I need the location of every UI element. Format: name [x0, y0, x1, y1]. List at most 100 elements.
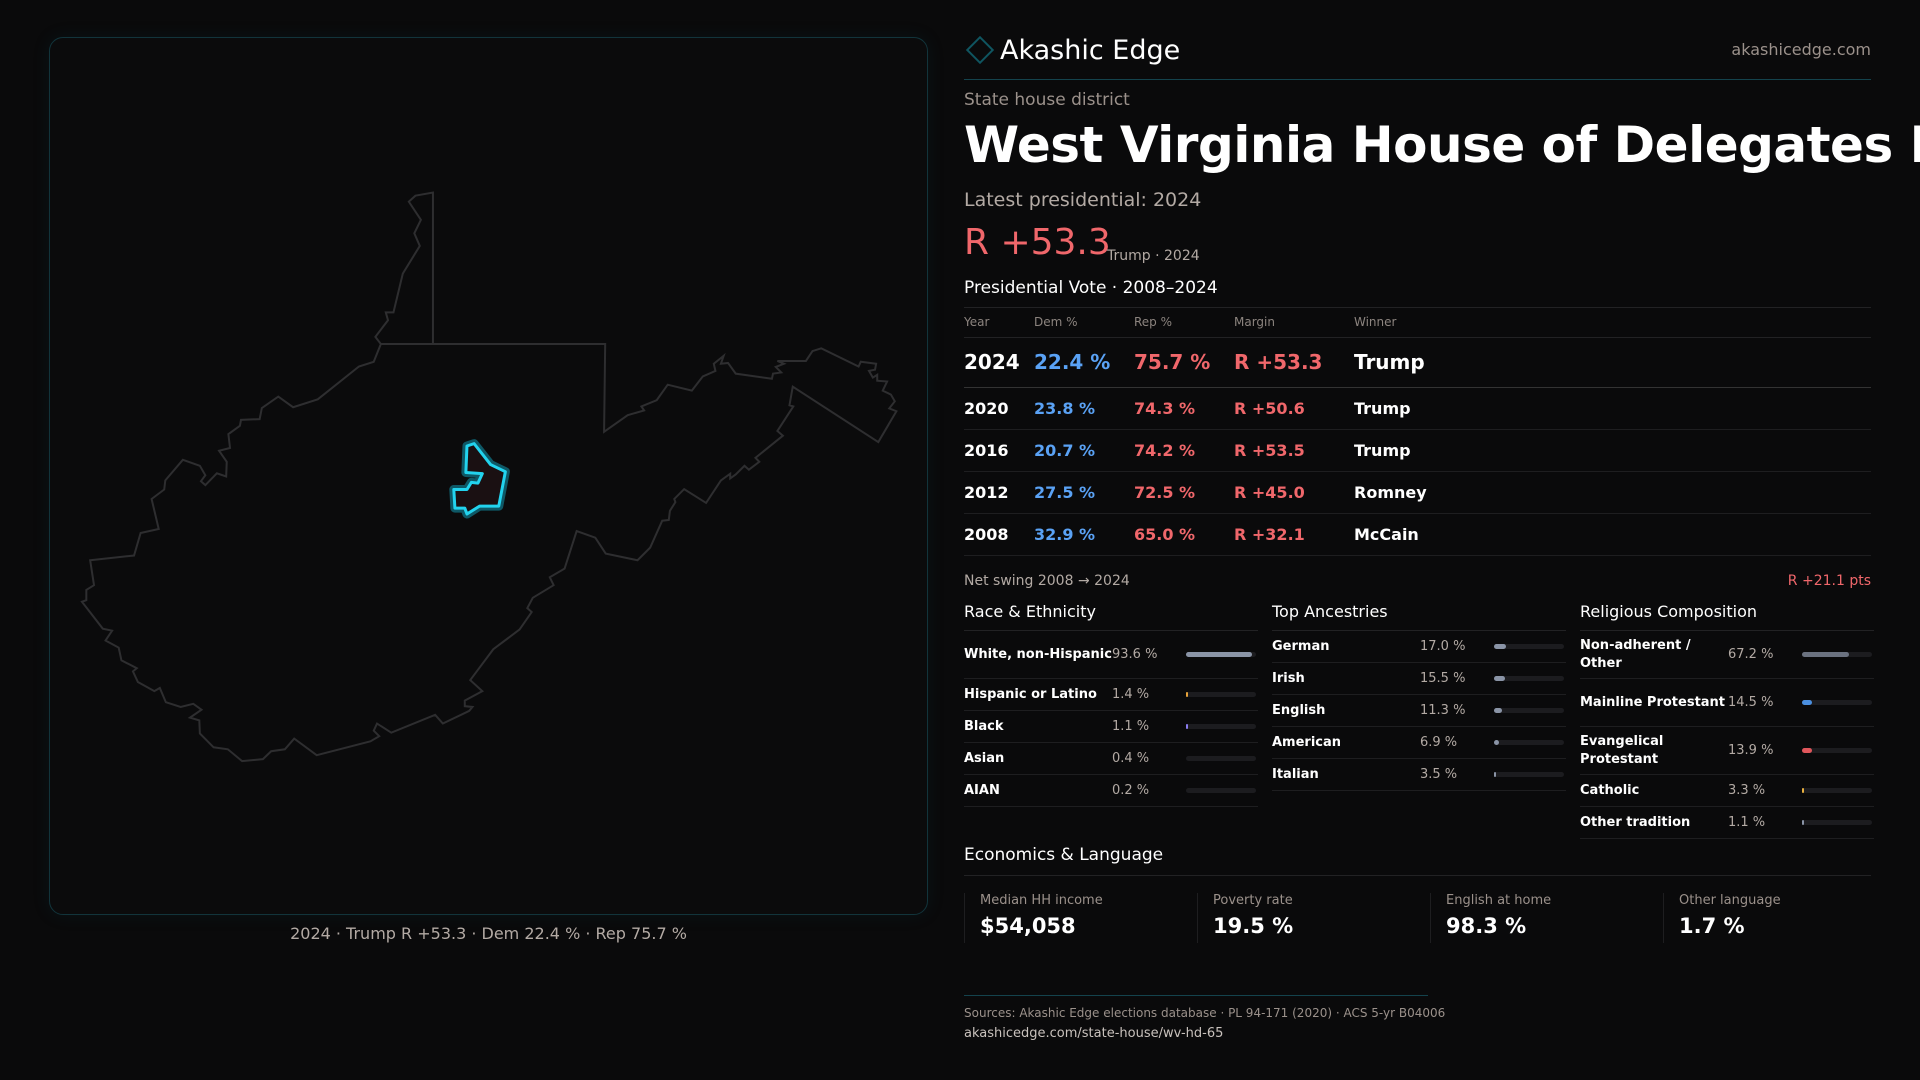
- table-row: 2024 22.4 % 75.7 % R +53.3 Trump: [964, 337, 1871, 388]
- stat-card: Median HH income $54,058: [964, 893, 1196, 943]
- dem-cell: 32.9 %: [1034, 513, 1134, 556]
- latest-margin-sub: Trump · 2024: [1107, 248, 1200, 264]
- item-label: Evangelical Protestant: [1580, 733, 1664, 767]
- stat-label: Poverty rate: [1213, 893, 1293, 908]
- rep-cell: 74.3 %: [1134, 387, 1234, 430]
- stat-label: Median HH income: [980, 893, 1103, 908]
- religion-heading: Religious Composition: [1580, 602, 1874, 631]
- margin-cell: R +50.6: [1234, 387, 1354, 430]
- item-percent: 1.1 %: [1112, 719, 1150, 734]
- race-section: Race & Ethnicity White, non-Hispanic 93.6 …: [964, 602, 1258, 807]
- bar-track: [1802, 652, 1872, 657]
- bar-track: [1186, 652, 1256, 657]
- year-cell: 2016: [964, 429, 1034, 472]
- divider: [964, 875, 1871, 876]
- stat-card: English at home 98.3 %: [1430, 893, 1662, 943]
- rep-cell: 74.2 %: [1134, 429, 1234, 472]
- margin-cell: R +53.5: [1234, 429, 1354, 472]
- rep-cell: 72.5 %: [1134, 471, 1234, 514]
- bar-track: [1186, 788, 1256, 793]
- list-item: German 17.0 %: [1272, 631, 1566, 663]
- rep-cell: 65.0 %: [1134, 513, 1234, 556]
- item-label: German: [1272, 638, 1330, 654]
- presidential-vote-heading: Presidential Vote · 2008–2024: [964, 278, 1218, 298]
- bar-fill: [1802, 652, 1850, 657]
- page-url-link[interactable]: akashicedge.com/state-house/wv-hd-65: [964, 1026, 1224, 1041]
- list-item: Other tradition 1.1 %: [1580, 807, 1874, 839]
- bar-track: [1802, 820, 1872, 825]
- bar-track: [1186, 724, 1256, 729]
- item-percent: 93.6 %: [1112, 647, 1158, 662]
- list-item: Black 1.1 %: [964, 711, 1258, 743]
- winner-cell: Trump: [1354, 429, 1871, 472]
- stat-value: 1.7 %: [1679, 914, 1745, 938]
- item-percent: 3.5 %: [1420, 767, 1458, 782]
- item-percent: 11.3 %: [1420, 703, 1466, 718]
- bar-fill: [1186, 724, 1188, 729]
- year-cell: 2012: [964, 471, 1034, 514]
- bar-fill: [1802, 748, 1812, 753]
- net-swing-value: R +21.1 pts: [1787, 573, 1871, 589]
- item-label: Irish: [1272, 670, 1305, 686]
- list-item: White, non-Hispanic 93.6 %: [964, 631, 1258, 679]
- stat-label: English at home: [1446, 893, 1552, 908]
- bar-track: [1186, 756, 1256, 761]
- item-percent: 14.5 %: [1728, 695, 1774, 710]
- bar-fill: [1494, 772, 1497, 777]
- margin-cell: R +53.3: [1234, 337, 1354, 388]
- table-row: 2016 20.7 % 74.2 % R +53.5 Trump: [964, 429, 1871, 472]
- stat-value: 98.3 %: [1446, 914, 1527, 938]
- diamond-logo-icon: [965, 35, 995, 65]
- item-label: Non-adherent / Other: [1580, 637, 1691, 671]
- col-dem: Dem %: [1034, 307, 1134, 338]
- col-year: Year: [964, 307, 1034, 338]
- latest-presidential-label: Latest presidential: 2024: [964, 189, 1202, 211]
- state-map[interactable]: [60, 170, 920, 790]
- bar-fill: [1494, 708, 1502, 713]
- bar-fill: [1186, 652, 1252, 657]
- list-item: Hispanic or Latino 1.4 %: [964, 679, 1258, 711]
- list-item: Evangelical Protestant 13.9 %: [1580, 727, 1874, 775]
- header-divider: [964, 79, 1871, 80]
- bar-track: [1494, 676, 1564, 681]
- list-item: Italian 3.5 %: [1272, 759, 1566, 791]
- list-item: American 6.9 %: [1272, 727, 1566, 759]
- winner-cell: McCain: [1354, 513, 1871, 556]
- item-label: AIAN: [964, 782, 1000, 798]
- list-item: AIAN 0.2 %: [964, 775, 1258, 807]
- bar-track: [1802, 748, 1872, 753]
- bar-track: [1802, 700, 1872, 705]
- stat-card: Other language 1.7 %: [1663, 893, 1895, 943]
- item-label: Italian: [1272, 766, 1319, 782]
- margin-cell: R +32.1: [1234, 513, 1354, 556]
- item-label: White, non-Hispanic: [964, 646, 1112, 662]
- religion-section: Religious Composition Non-adherent / Othe…: [1580, 602, 1874, 839]
- footer-divider: [964, 995, 1428, 996]
- site-link[interactable]: akashicedge.com: [1731, 40, 1871, 59]
- dem-cell: 20.7 %: [1034, 429, 1134, 472]
- item-label: Black: [964, 718, 1004, 734]
- winner-cell: Trump: [1354, 337, 1871, 388]
- latest-margin: R +53.3: [964, 222, 1111, 263]
- year-cell: 2020: [964, 387, 1034, 430]
- winner-cell: Trump: [1354, 387, 1871, 430]
- list-item: Asian 0.4 %: [964, 743, 1258, 775]
- item-label: Other tradition: [1580, 814, 1691, 830]
- table-row: 2012 27.5 % 72.5 % R +45.0 Romney: [964, 471, 1871, 514]
- presidential-table: Year Dem % Rep % Margin Winner 2024 22.4 …: [964, 307, 1871, 556]
- item-percent: 1.1 %: [1728, 815, 1766, 830]
- district-type: State house district: [964, 90, 1130, 110]
- district-outline[interactable]: [454, 444, 506, 514]
- ancestry-section: Top Ancestries German 17.0 % Irish 15.5 % Eng…: [1272, 602, 1566, 791]
- dem-cell: 22.4 %: [1034, 337, 1134, 388]
- stat-value: 19.5 %: [1213, 914, 1294, 938]
- item-percent: 13.9 %: [1728, 743, 1774, 758]
- brand[interactable]: Akashic Edge: [964, 32, 1871, 68]
- bar-track: [1494, 772, 1564, 777]
- year-cell: 2008: [964, 513, 1034, 556]
- col-margin: Margin: [1234, 307, 1354, 338]
- item-percent: 3.3 %: [1728, 783, 1766, 798]
- stat-label: Other language: [1679, 893, 1781, 908]
- bar-track: [1494, 644, 1564, 649]
- bar-track: [1494, 740, 1564, 745]
